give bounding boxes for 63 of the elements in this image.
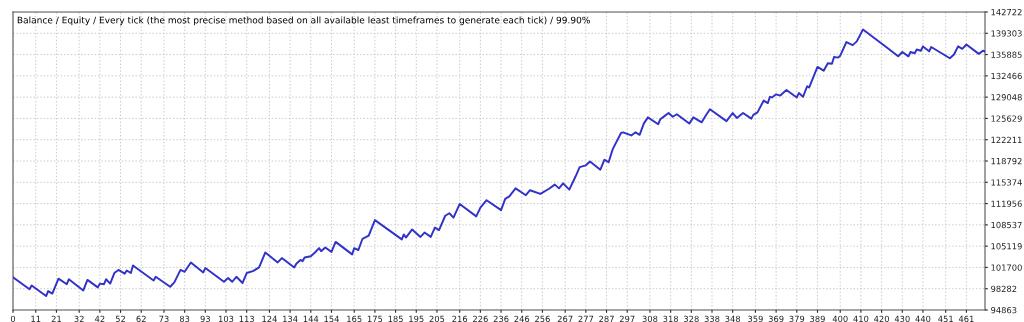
x-tick-label: 359 [748,315,763,322]
x-tick-label: 328 [684,315,699,322]
x-tick-label: 113 [239,315,254,322]
chart-title: Balance / Equity / Every tick (the most precise method based on all available least timeframes to generate each tick) / 99.90% [17,16,590,26]
x-tick-label: 420 [874,315,889,322]
x-tick-label: 267 [557,315,573,322]
x-tick-label: 11 [31,315,41,322]
x-tick-label: 0 [10,315,16,322]
y-tick-label: 115374 [991,179,1022,186]
y-tick-label: 98282 [991,285,1017,292]
x-tick-label: 175 [367,315,383,322]
x-tick-label: 103 [218,315,234,322]
y-tick-label: 142722 [991,8,1022,16]
y-tick-label: 122211 [991,136,1022,143]
x-tick-label: 226 [473,315,488,322]
x-tick-label: 195 [409,315,424,322]
y-tick-label: 132466 [991,72,1022,80]
y-tick-label: 129048 [991,94,1022,101]
x-tick-label: 369 [768,315,784,322]
x-tick-label: 308 [642,315,658,322]
x-tick-label: 287 [599,315,614,322]
y-tick-label: 139303 [991,30,1022,37]
x-tick-label: 185 [388,315,403,322]
x-tick-label: 440 [915,315,931,322]
x-tick-label: 93 [200,315,210,322]
x-tick-label: 400 [832,315,848,322]
x-tick-label: 277 [578,315,594,322]
x-tick-label: 21 [51,315,61,322]
x-tick-label: 318 [663,315,679,322]
y-tick-label: 125629 [991,115,1022,122]
x-tick-label: 73 [159,315,169,322]
x-tick-label: 256 [535,315,550,322]
x-tick-label: 42 [94,315,105,322]
x-tick-label: 246 [514,315,530,322]
x-tick-label: 410 [853,315,869,322]
x-tick-label: 451 [938,315,953,322]
y-tick-label: 105119 [991,243,1022,250]
y-tick-label: 101700 [991,264,1022,271]
line-series [13,28,985,298]
y-tick-label: 111956 [991,200,1022,207]
x-tick-label: 32 [74,315,84,322]
x-tick-label: 62 [136,315,146,322]
x-tick-label: 165 [347,315,362,322]
x-tick-label: 134 [283,315,298,322]
x-tick-label: 236 [493,315,509,322]
y-tick-label: 118792 [991,157,1022,165]
x-tick-label: 461 [958,315,974,322]
x-tick-label: 379 [789,315,805,322]
y-tick-label: 135885 [991,51,1022,58]
y-tick-label: 108537 [991,221,1022,229]
x-tick-label: 144 [303,315,319,322]
x-tick-label: 205 [429,315,445,322]
x-tick-label: 83 [179,315,190,322]
x-tick-label: 297 [619,315,635,322]
x-tick-label: 348 [725,315,741,322]
x-tick-label: 338 [704,315,720,322]
x-tick-label: 124 [262,315,277,322]
x-tick-label: 430 [894,315,910,322]
x-tick-label: 52 [115,315,126,322]
x-tick-label: 216 [452,315,468,322]
x-tick-label: 154 [324,315,339,322]
x-tick-label: 389 [810,315,825,322]
y-tick-label: 94863 [991,306,1017,314]
